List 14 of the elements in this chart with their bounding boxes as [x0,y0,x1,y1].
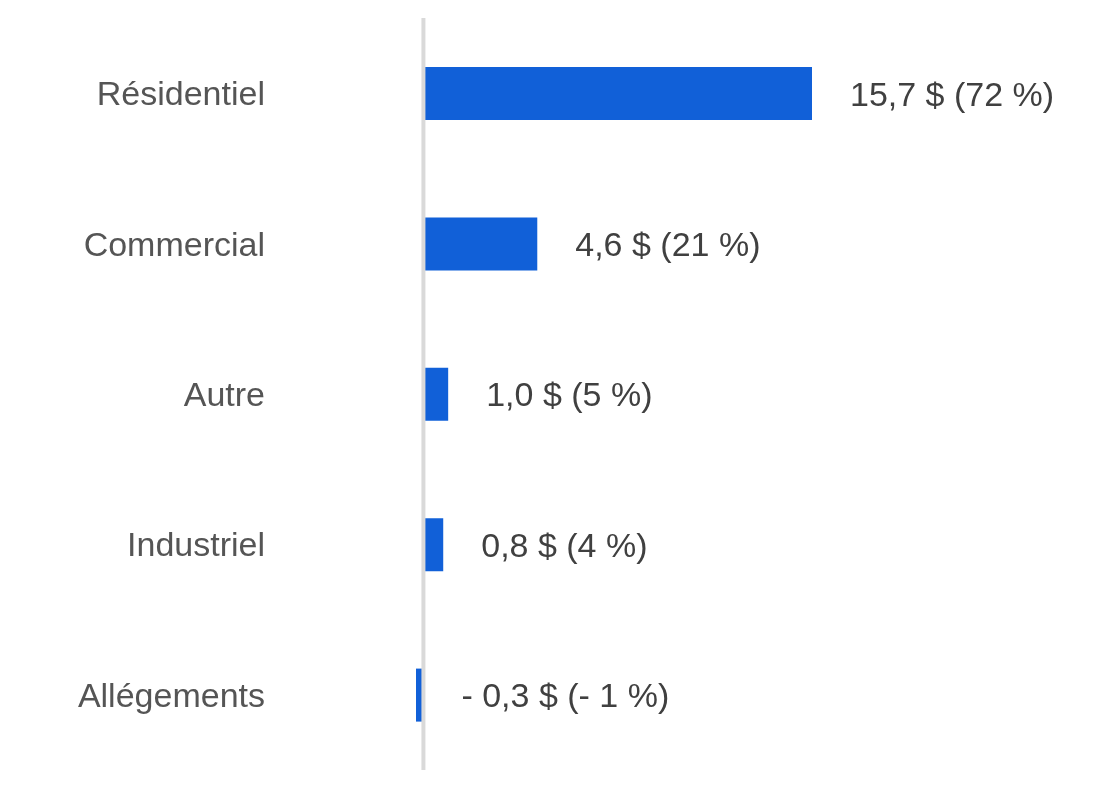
y-tick-label: Allégements [77,675,265,714]
y-tick-label: Industriel [127,525,265,564]
bar [423,67,812,120]
y-tick-label: Commercial [83,224,265,263]
data-label: - 0,3 $ (- 1 %) [461,676,670,715]
bar [423,217,538,271]
bar [423,367,449,421]
data-label: 1,0 $ (5 %) [486,375,653,414]
data-label: 15,7 $ (72 %) [850,74,1055,113]
data-label: 0,8 $ (4 %) [481,525,648,564]
data-label: 4,6 $ (21 %) [575,224,761,263]
bar [423,518,444,572]
y-tick-label: Autre [183,375,265,413]
y-tick-label: Résidentiel [96,74,265,113]
